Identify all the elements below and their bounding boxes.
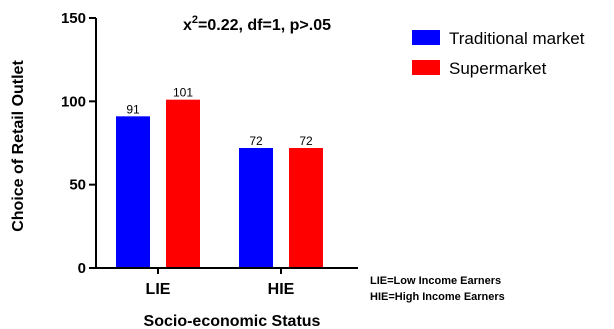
data-label: 72	[299, 134, 313, 148]
stat-superscript: 2	[192, 14, 198, 26]
legend-swatch	[412, 30, 440, 45]
y-tick-label: 50	[69, 177, 86, 194]
legend: Traditional market Supermarket	[412, 29, 585, 78]
data-labels: 91 101 72 72	[126, 86, 313, 148]
legend-label: Supermarket	[449, 59, 547, 78]
bar-lie-traditional-market	[116, 116, 150, 268]
y-tick-label: 100	[61, 93, 86, 110]
legend-label: Traditional market	[449, 29, 585, 48]
plot-area: 91 101 72 72 0 50 100 150 LIE HIE	[61, 10, 358, 298]
data-label: 72	[249, 134, 263, 148]
x-ticks: LIE HIE	[146, 268, 295, 298]
y-ticks: 0 50 100 150	[61, 10, 96, 277]
abbreviation-notes: LIE=Low Income Earners HIE=High Income E…	[370, 275, 505, 303]
x-tick-label: LIE	[146, 281, 171, 298]
stat-prefix: x	[183, 17, 192, 34]
y-axis-title: Choice of Retail Outlet	[10, 60, 27, 232]
legend-swatch	[412, 60, 440, 75]
stat-rest: =0.22, df=1, p>.05	[198, 17, 331, 34]
note-lie: LIE=Low Income Earners	[370, 275, 501, 287]
y-tick-label: 150	[61, 10, 86, 27]
note-hie: HIE=High Income Earners	[370, 291, 505, 303]
x-tick-label: HIE	[268, 281, 295, 298]
x-axis-title: Socio-economic Status	[144, 313, 321, 329]
bars	[116, 99, 323, 269]
bar-hie-traditional-market	[239, 148, 273, 268]
bar-lie-supermarket	[166, 99, 200, 269]
bar-hie-supermarket	[289, 148, 323, 268]
y-tick-label: 0	[78, 260, 86, 277]
stat-annotation: x2=0.22, df=1, p>.05	[183, 14, 331, 34]
data-label: 101	[173, 86, 193, 100]
data-label: 91	[126, 102, 140, 116]
